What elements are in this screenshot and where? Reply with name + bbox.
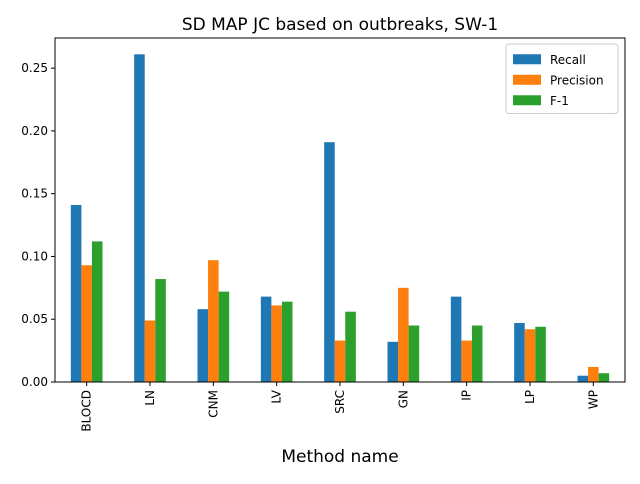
bars-group [70,54,610,382]
legend: Recall Precision F-1 [505,43,619,114]
y-tick-label: 0.20 [21,124,48,138]
bar-recall-ln [134,54,145,382]
x-axis-label: Method name [281,447,398,467]
x-tick-label: IP [460,390,474,401]
bar-recall-src [324,142,335,382]
bar-f-1-ln [155,279,166,382]
x-tick-label: WP [586,390,600,409]
x-tick-label: LP [523,390,537,404]
y-axis: 0.00 0.05 0.10 0.15 0.20 0.25 [21,61,55,389]
bar-f-1-wp [598,373,610,382]
bar-recall-ip [450,296,462,382]
bar-f-1-src [345,311,356,382]
bar-f-1-lv [281,301,293,382]
y-tick-label: 0.00 [21,375,48,389]
x-tick-label: CNM [206,390,220,418]
bar-f-1-lp [535,326,546,382]
legend-swatch [513,54,541,65]
legend-label: Precision [550,73,604,87]
bar-f-1-cnm [218,291,230,382]
x-tick-label: GN [396,390,410,408]
bar-recall-gn [387,341,399,382]
legend-label: Recall [550,53,586,67]
x-tick-label: LV [270,389,284,403]
bar-precision-gn [398,287,409,382]
bar-precision-cnm [208,260,219,382]
bar-precision-ip [461,340,472,382]
y-tick-label: 0.25 [21,61,48,75]
x-axis: BLOCD LN CNM LV SRC GN IP LP WP [80,382,600,432]
bar-precision-wp [588,366,599,382]
bar-f-1-blocd [91,241,103,382]
legend-swatch [513,95,541,106]
y-tick-label: 0.05 [21,312,48,326]
bar-precision-ln [144,320,156,382]
x-tick-label: LN [143,390,157,406]
chart-title: SD MAP JC based on outbreaks, SW-1 [182,15,498,35]
y-tick-label: 0.15 [21,187,48,201]
bar-precision-blocd [81,265,92,382]
bar-f-1-ip [471,325,483,382]
bar-recall-blocd [70,204,82,382]
legend-swatch [513,74,541,85]
legend-label: F-1 [550,94,569,108]
bar-precision-lv [271,305,282,382]
x-tick-label: SRC [333,390,347,414]
bar-recall-wp [577,375,589,382]
bar-precision-lp [524,329,536,382]
bar-recall-lp [514,322,525,382]
bar-recall-cnm [197,309,209,382]
bar-recall-lv [260,296,272,382]
bar-precision-src [334,340,346,382]
bar-f-1-gn [408,325,420,382]
x-tick-label: BLOCD [80,390,94,432]
y-tick-label: 0.10 [21,249,48,263]
